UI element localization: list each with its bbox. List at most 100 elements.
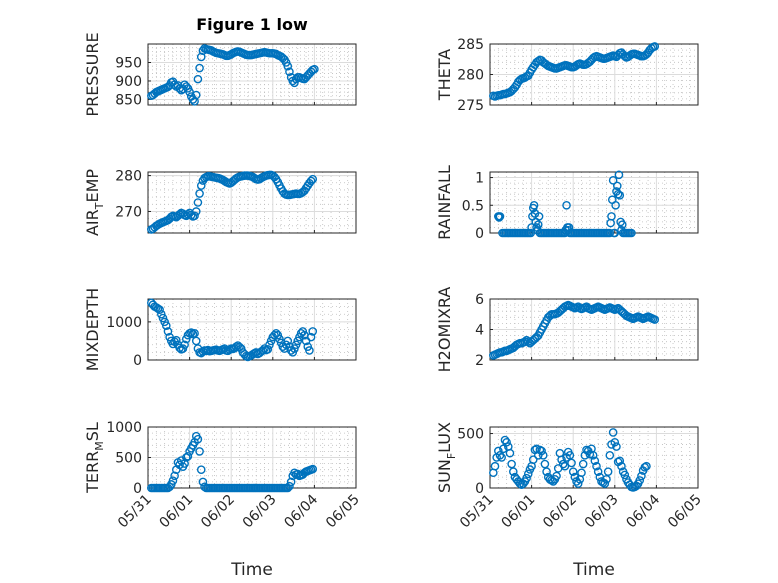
- data-point: [637, 471, 646, 481]
- data-point: [593, 467, 603, 476]
- y-tick-label: 0: [475, 226, 484, 242]
- data-point: [502, 437, 511, 447]
- data-point: [540, 459, 550, 469]
- data-point: [494, 446, 503, 456]
- data-point: [567, 458, 576, 468]
- x-tick-label: 05/31: [457, 492, 497, 532]
- y-tick-label: 1000: [106, 420, 142, 436]
- data-point: [168, 476, 178, 485]
- y-tick-label: 275: [457, 98, 484, 114]
- data-point: [196, 465, 206, 475]
- y-tick-label: 280: [115, 169, 142, 185]
- x-tick-label: 06/02: [198, 492, 238, 532]
- y-axis-label: AIRTEMP: [83, 169, 106, 236]
- data-point: [499, 444, 508, 454]
- data-point: [283, 336, 293, 346]
- data-point: [171, 335, 181, 345]
- y-axis-label: THETA: [435, 49, 454, 101]
- data-point: [557, 455, 566, 464]
- data-point: [285, 481, 294, 491]
- data-point: [577, 468, 586, 478]
- y-tick-label: 1: [475, 171, 484, 187]
- data-point: [285, 67, 294, 77]
- data-point: [650, 42, 660, 51]
- data-point: [183, 451, 193, 461]
- axes-outline: [489, 298, 699, 361]
- x-tick-label: 06/02: [540, 492, 580, 532]
- data-point: [560, 461, 570, 471]
- data-point: [635, 476, 645, 485]
- y-axis-label: H2OMIXRA: [435, 287, 454, 373]
- y-axis-label: TERRMSL: [83, 422, 106, 494]
- data-point: [195, 447, 204, 456]
- data-point: [505, 448, 515, 458]
- data-point: [523, 469, 533, 479]
- data-point: [640, 463, 650, 472]
- axes-outline: [147, 171, 357, 234]
- y-tick-label: 0: [133, 481, 142, 497]
- x-tick-label: 06/04: [623, 491, 663, 531]
- data-point: [258, 346, 268, 355]
- subplot-6: 2 4 6 H2OMIXRA: [435, 287, 699, 373]
- data-point: [552, 471, 561, 481]
- y-tick-label: 6: [475, 292, 484, 308]
- axes-outline: [489, 43, 699, 106]
- data-point: [495, 451, 505, 460]
- data-point: [578, 459, 588, 469]
- data-point: [195, 189, 204, 198]
- data-point: [650, 315, 660, 324]
- data-point: [515, 479, 525, 488]
- y-tick-label: 0: [133, 353, 142, 369]
- y-tick-label: 500: [115, 451, 142, 467]
- data-point: [590, 456, 600, 466]
- data-point: [190, 329, 199, 338]
- data-point: [180, 459, 189, 468]
- data-point: [500, 435, 510, 445]
- data-point: [191, 336, 201, 346]
- figure-title: Figure 1 low: [196, 15, 308, 34]
- data-point: [558, 459, 568, 469]
- y-tick-label: 500: [457, 427, 484, 443]
- data-point: [627, 228, 636, 238]
- data-point: [605, 228, 615, 238]
- y-tick-label: 950: [115, 55, 142, 71]
- y-tick-label: 0.5: [462, 198, 484, 214]
- y-tick-label: 2: [475, 353, 484, 369]
- data-point: [528, 455, 538, 464]
- axes-outline: [147, 298, 357, 361]
- data-point: [508, 467, 518, 476]
- data-point: [607, 212, 616, 221]
- data-point: [610, 437, 620, 447]
- data-point: [308, 174, 318, 184]
- data-point: [490, 461, 500, 471]
- data-point: [529, 200, 539, 210]
- data-point: [308, 327, 318, 336]
- data-point: [190, 211, 199, 221]
- data-point: [542, 467, 551, 476]
- data-point: [617, 461, 626, 471]
- axes-outline: [147, 43, 357, 106]
- data-point: [608, 176, 618, 185]
- data-point: [305, 346, 314, 355]
- subplot-3: 270 280 AIRTEMP: [83, 169, 357, 236]
- x-tick-label: 05/31: [115, 492, 155, 532]
- subplot-4: 0 0.5 1 RAINFALL: [435, 165, 699, 242]
- y-tick-label: 280: [457, 68, 484, 84]
- y-tick-label: 850: [115, 92, 142, 108]
- data-point: [523, 337, 533, 347]
- data-point: [191, 90, 201, 100]
- x-axis-label-left: Time: [230, 560, 273, 580]
- x-tick-label: 06/03: [582, 492, 622, 532]
- data-point: [608, 428, 618, 437]
- y-axis-label: MIXDEPTH: [83, 288, 102, 371]
- data-point: [162, 321, 171, 330]
- data-point: [642, 461, 651, 471]
- y-tick-label: 285: [457, 37, 484, 53]
- data-point: [533, 220, 543, 229]
- data-point: [615, 456, 625, 466]
